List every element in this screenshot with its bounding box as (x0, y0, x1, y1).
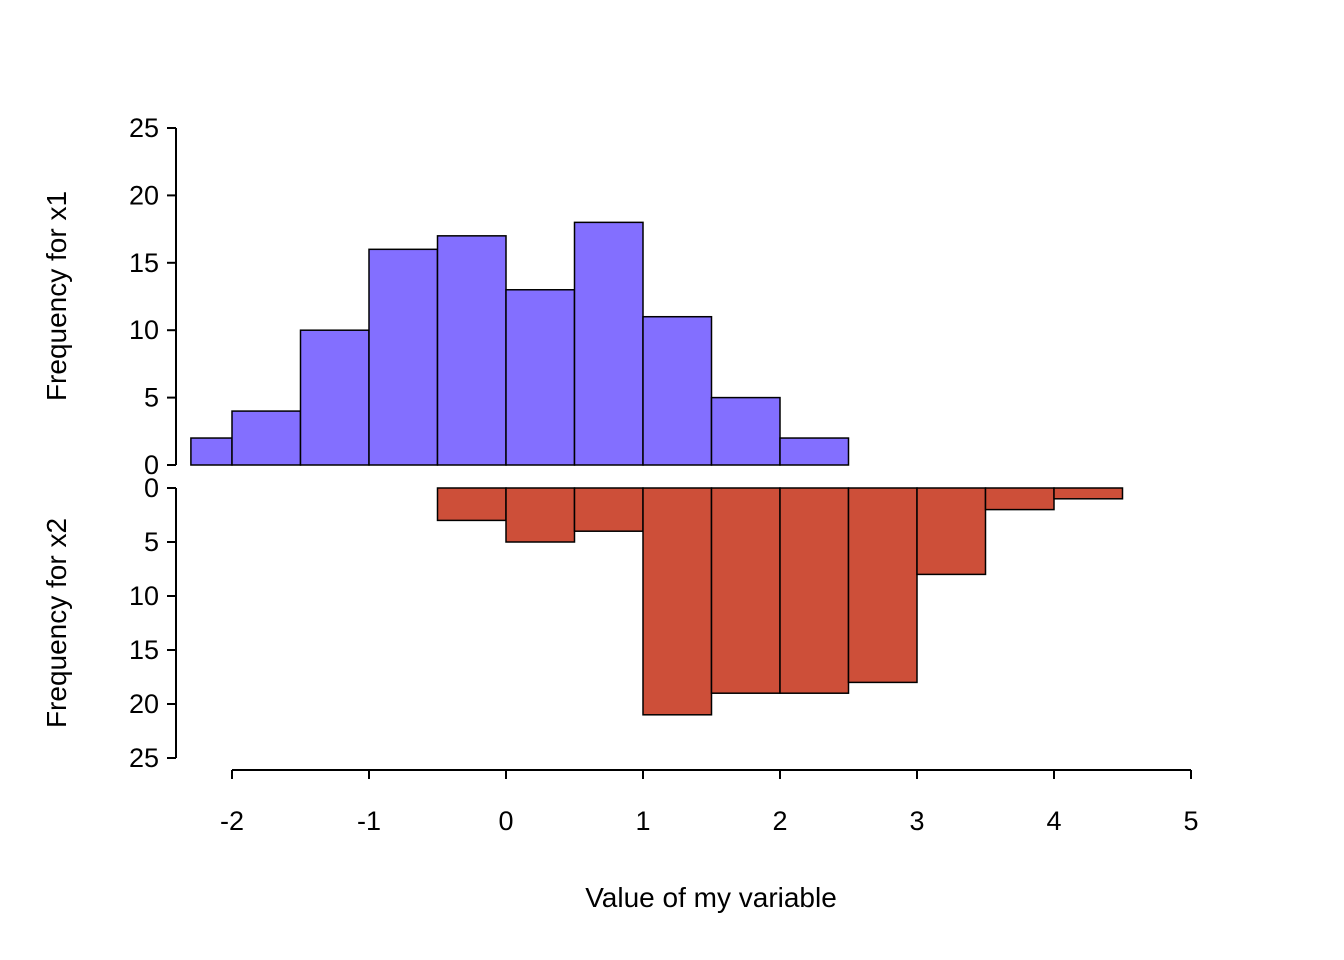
x-axis-tick-label: 4 (1046, 806, 1061, 836)
x-axis-tick-label: 0 (498, 806, 513, 836)
y-axis-tick-label: 25 (129, 113, 159, 143)
y-axis-tick-label: 10 (129, 315, 159, 345)
x2-histogram-bar (916, 487, 987, 576)
x2-histogram-bar (573, 487, 644, 532)
y-axis-label-x1: Frequency for x1 (41, 190, 72, 402)
x1-histogram-bar (573, 221, 644, 466)
x1-histogram-bar (436, 235, 507, 466)
y-axis-tick-label: 10 (129, 581, 159, 611)
x2-histogram-bar (642, 487, 713, 716)
x1-histogram-bar (505, 289, 576, 466)
x1-histogram-bar (231, 410, 302, 466)
x-axis-label: Value of my variable (585, 882, 837, 913)
x2-histogram-bar (984, 487, 1055, 511)
x1-histogram-bar (299, 329, 370, 466)
y-axis-tick-label: 25 (129, 743, 159, 773)
y-axis-tick-label: 5 (144, 383, 159, 413)
y-axis-tick-label: 0 (144, 450, 159, 480)
x1-histogram-bar (642, 315, 713, 466)
x2-histogram-bar (1053, 487, 1124, 500)
y-axis-tick-label: 5 (144, 527, 159, 557)
x1-histogram-bar (710, 396, 781, 466)
x-axis-tick-label: -1 (357, 806, 381, 836)
x1-histogram-bar (190, 437, 233, 466)
x1-histogram-bar (779, 437, 850, 466)
x2-histogram-bar (710, 487, 781, 694)
x2-histogram-bar (779, 487, 850, 694)
y-axis-label-x2: Frequency for x2 (41, 517, 72, 729)
y-axis-tick-label: 20 (129, 180, 159, 210)
y-axis-tick-label: 15 (129, 248, 159, 278)
y-axis-tick-label: 20 (129, 689, 159, 719)
y-axis-tick-label: 0 (144, 473, 159, 503)
x2-histogram-bar (847, 487, 918, 684)
x-axis-tick-label: 2 (772, 806, 787, 836)
x2-histogram-bar (436, 487, 507, 522)
x-axis-tick-label: 5 (1183, 806, 1198, 836)
x2-histogram-bar (505, 487, 576, 543)
x-axis-tick-label: 1 (635, 806, 650, 836)
x-axis-tick-label: -2 (220, 806, 244, 836)
y-axis-tick-label: 15 (129, 635, 159, 665)
x-axis-tick-label: 3 (909, 806, 924, 836)
x1-histogram-bar (368, 248, 439, 466)
